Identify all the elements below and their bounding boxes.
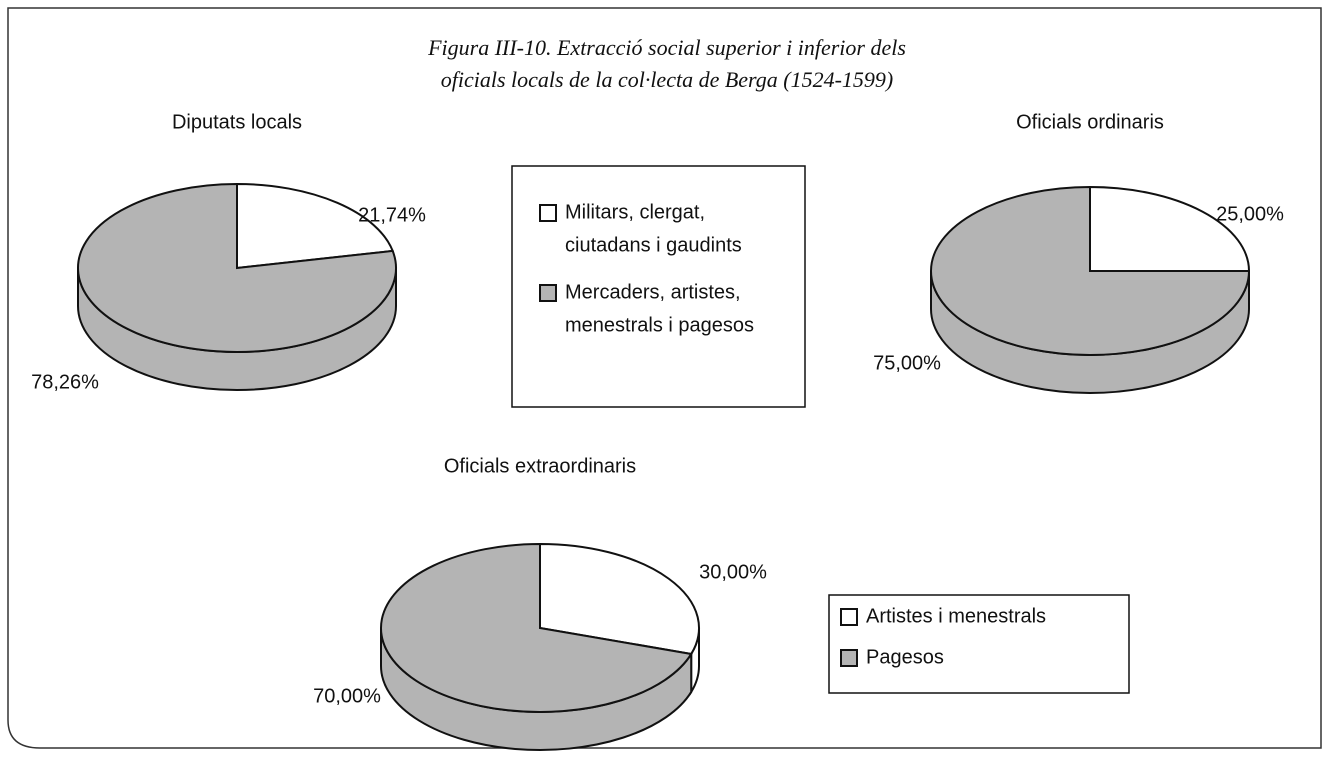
value-label: 30,00% — [699, 561, 767, 583]
legend-label: Pagesos — [866, 646, 944, 668]
pie-title: Diputats locals — [172, 111, 302, 133]
pie-title: Oficials extraordinaris — [444, 455, 636, 477]
pie-slice — [539, 542, 700, 656]
legend-box — [828, 594, 1130, 694]
pie-slice — [930, 185, 1251, 356]
pie-slice — [236, 182, 395, 270]
figure-title: oficials locals de la col·lecta de Berga… — [441, 67, 894, 92]
pie-slice — [380, 542, 693, 713]
legend-label: ciutadans i gaudints — [565, 234, 742, 256]
pie-title: Oficials ordinaris — [1016, 111, 1164, 133]
value-label: 78,26% — [31, 371, 99, 393]
pie-slice — [1089, 185, 1251, 272]
legend-swatch — [539, 204, 557, 222]
value-label: 70,00% — [313, 685, 381, 707]
legend-swatch — [539, 284, 557, 302]
frame — [7, 7, 1322, 749]
legend-label: Militars, clergat, — [565, 201, 705, 223]
value-label: 25,00% — [1216, 203, 1284, 225]
figure-title: Figura III-10. Extracció social superior… — [427, 35, 906, 60]
legend-label: menestrals i pagesos — [565, 314, 754, 336]
legend-swatch — [840, 608, 858, 626]
legend-swatch — [840, 649, 858, 667]
legend-label: Artistes i menestrals — [866, 605, 1046, 627]
legend-label: Mercaders, artistes, — [565, 281, 741, 303]
value-label: 21,74% — [358, 204, 426, 226]
pie-slice — [77, 182, 397, 353]
legend-box — [511, 165, 806, 408]
value-label: 75,00% — [873, 352, 941, 374]
